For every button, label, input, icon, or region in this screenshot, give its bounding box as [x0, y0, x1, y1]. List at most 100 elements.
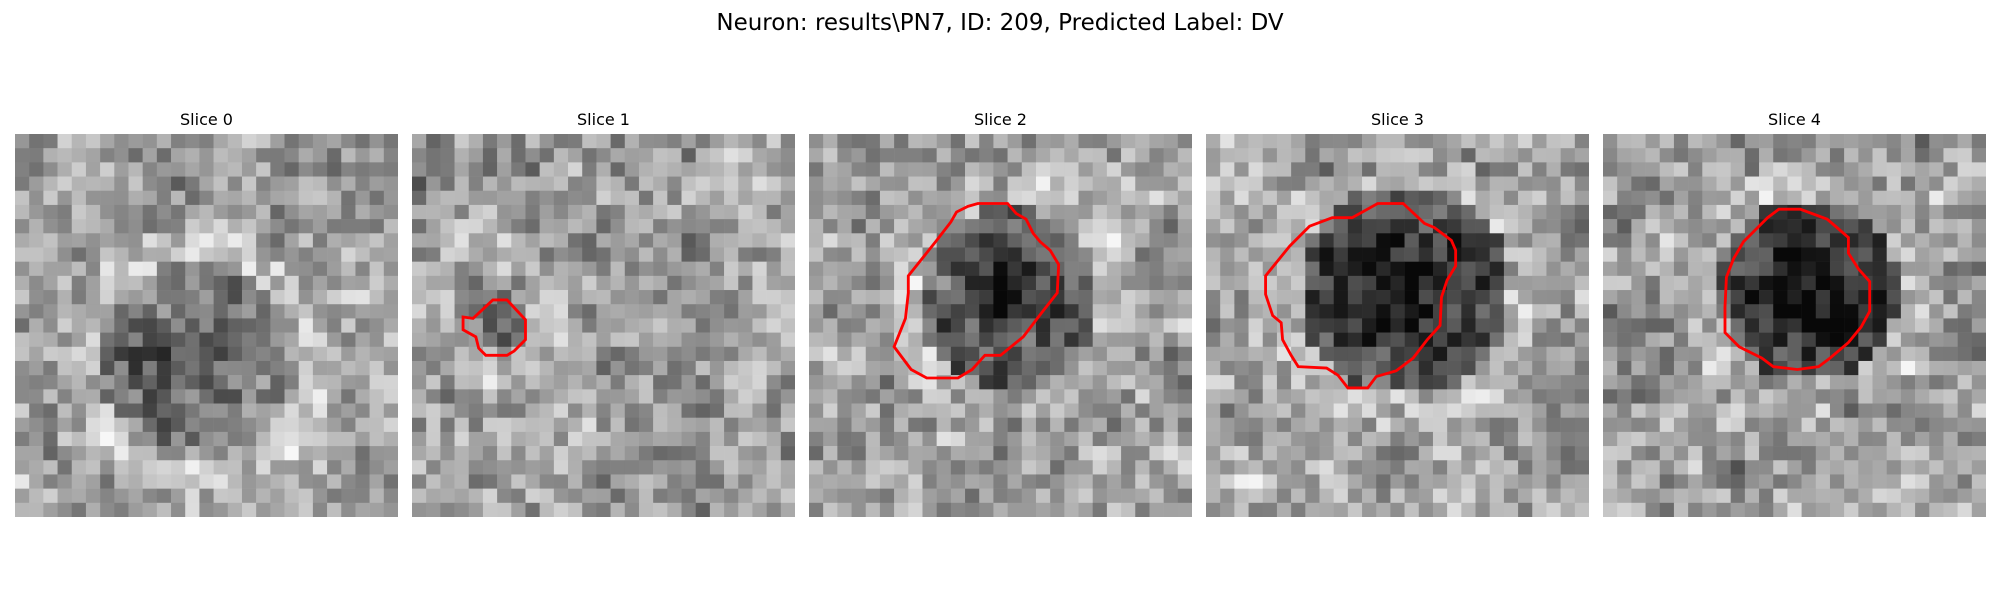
pixel	[1291, 488, 1306, 504]
pixel	[114, 318, 129, 333]
pixel	[1475, 488, 1490, 504]
pixel	[327, 474, 342, 489]
pixel	[412, 488, 427, 504]
pixel	[1659, 346, 1675, 362]
pixel	[610, 275, 626, 291]
pixel	[1886, 290, 1902, 305]
pixel	[298, 204, 314, 220]
pixel	[171, 431, 186, 447]
pixel	[865, 190, 881, 206]
pixel	[1759, 134, 1774, 149]
pixel	[724, 190, 739, 206]
pixel	[1518, 360, 1533, 376]
pixel	[936, 275, 952, 291]
pixel	[1007, 460, 1023, 475]
pixel	[482, 502, 498, 517]
pixel	[1177, 176, 1192, 192]
pixel	[568, 332, 583, 348]
pixel	[1787, 460, 1802, 475]
pixel	[1319, 233, 1334, 248]
pixel	[1702, 460, 1717, 475]
pixel	[482, 162, 498, 177]
pixel	[908, 304, 923, 319]
pixel	[1886, 204, 1902, 220]
pixel	[1050, 460, 1065, 475]
pixel	[1489, 233, 1505, 248]
pixel	[142, 261, 158, 277]
pixel	[199, 261, 214, 277]
pixel	[327, 247, 342, 262]
pixel	[1461, 219, 1476, 234]
pixel	[1106, 417, 1122, 433]
pixel	[596, 431, 611, 447]
pixel	[482, 446, 498, 461]
pixel	[1248, 474, 1264, 489]
pixel	[1319, 431, 1334, 447]
pixel	[1716, 204, 1731, 220]
pixel	[29, 318, 44, 333]
pixel	[879, 431, 895, 447]
pixel	[865, 375, 881, 390]
pixel	[383, 318, 398, 333]
pixel	[766, 318, 782, 333]
pixel	[1305, 134, 1320, 149]
pixel	[100, 261, 115, 277]
pixel	[1773, 474, 1788, 489]
pixel	[1673, 403, 1689, 418]
pixel	[837, 176, 852, 192]
pixel	[936, 190, 952, 206]
pixel	[1390, 247, 1405, 262]
pixel	[525, 460, 540, 475]
pixel	[1461, 318, 1476, 333]
pixel	[1730, 318, 1746, 333]
pixel	[1560, 290, 1576, 305]
pixel	[142, 318, 158, 333]
pixel	[1404, 219, 1420, 234]
pixel	[1149, 403, 1164, 418]
pixel	[71, 148, 87, 163]
pixel	[1659, 389, 1675, 404]
pixel	[1787, 275, 1802, 291]
pixel	[426, 502, 441, 517]
pixel	[497, 332, 512, 348]
pixel	[695, 134, 711, 149]
pixel	[1645, 275, 1661, 291]
pixel	[1858, 488, 1873, 504]
pixel	[1404, 318, 1420, 333]
pixel	[482, 204, 498, 220]
pixel	[1163, 474, 1179, 489]
pixel	[1886, 148, 1902, 163]
pixel	[1787, 290, 1802, 305]
pixel	[1177, 360, 1192, 376]
pixel	[539, 204, 555, 220]
pixel	[1645, 219, 1661, 234]
pixel	[936, 360, 952, 376]
pixel	[1560, 431, 1576, 447]
pixel	[1390, 134, 1405, 149]
pixel	[1603, 446, 1618, 461]
pixel	[695, 417, 711, 433]
pixel	[213, 219, 229, 234]
pixel	[1773, 290, 1788, 305]
pixel	[1645, 460, 1661, 475]
pixel	[1262, 446, 1278, 461]
pixel	[1206, 375, 1221, 390]
pixel	[1177, 375, 1192, 390]
pixel	[1773, 446, 1788, 461]
pixel	[1560, 219, 1576, 234]
pixel	[440, 261, 455, 277]
pixel	[100, 403, 115, 418]
pixel	[1362, 134, 1377, 149]
pixel	[1319, 261, 1334, 277]
pixel	[1673, 233, 1689, 248]
pixel	[1532, 162, 1547, 177]
pixel	[1872, 204, 1887, 220]
pixel	[369, 446, 385, 461]
pixel	[213, 403, 229, 418]
pixel	[965, 488, 980, 504]
pixel	[1276, 360, 1292, 376]
pixel	[709, 502, 725, 517]
pixel	[965, 446, 980, 461]
pixel	[879, 502, 895, 517]
pixel	[1518, 204, 1533, 220]
